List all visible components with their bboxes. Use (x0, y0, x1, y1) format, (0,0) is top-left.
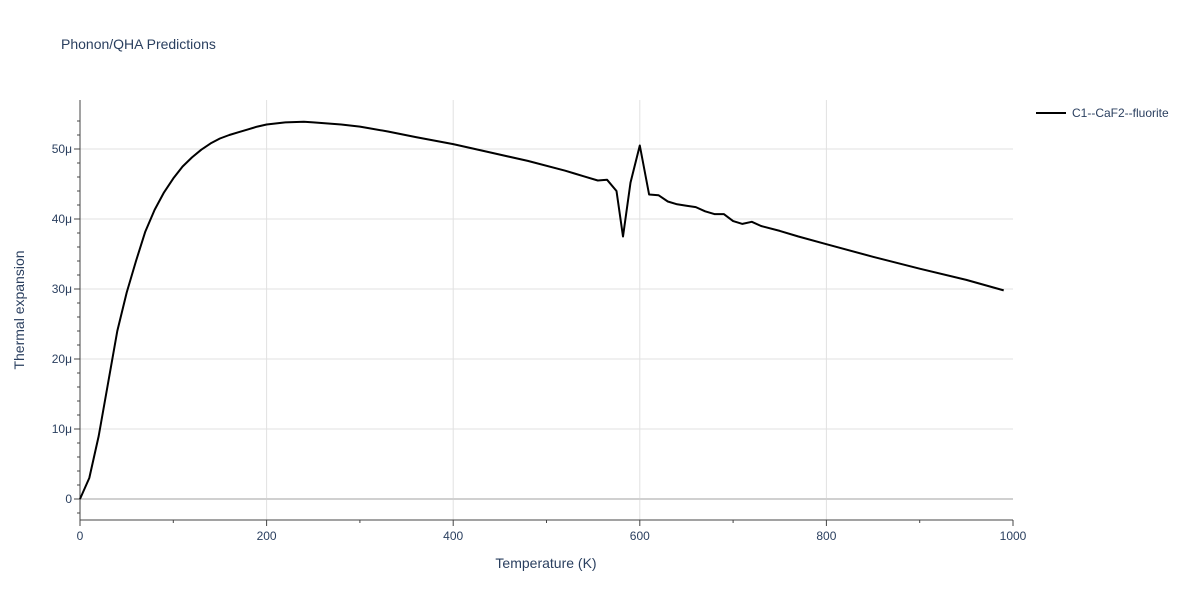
y-axis-title: Thermal expansion (11, 250, 27, 369)
x-axis-title: Temperature (K) (495, 555, 596, 571)
legend-label: C1--CaF2--fluorite (1072, 106, 1169, 120)
axes (79, 100, 1013, 521)
y-gridlines (80, 148, 1013, 500)
y-tick-label: 0 (65, 492, 72, 506)
x-tick-label: 1000 (1000, 529, 1027, 543)
legend[interactable]: C1--CaF2--fluorite (1036, 106, 1169, 120)
x-gridlines (266, 100, 827, 520)
x-tick-label: 0 (77, 529, 84, 543)
y-tick-label: 30μ (52, 282, 72, 296)
x-tick-label: 400 (443, 529, 463, 543)
x-axis-ticks: 0 200 400 600 800 1000 (77, 520, 1027, 543)
x-tick-label: 600 (630, 529, 650, 543)
x-tick-label: 800 (816, 529, 836, 543)
y-tick-label: 20μ (52, 352, 72, 366)
series-line-c1-caf2-fluorite (79, 120, 1004, 500)
x-tick-label: 200 (257, 529, 277, 543)
legend-line-swatch (1036, 112, 1066, 114)
chart-title: Phonon/QHA Predictions (61, 36, 216, 52)
y-axis-ticks: 0 10μ 20μ 30μ 40μ 50μ (52, 120, 80, 514)
y-tick-label: 50μ (52, 142, 72, 156)
y-tick-label: 10μ (52, 422, 72, 436)
y-tick-label: 40μ (52, 212, 72, 226)
series-layer (79, 120, 1004, 500)
